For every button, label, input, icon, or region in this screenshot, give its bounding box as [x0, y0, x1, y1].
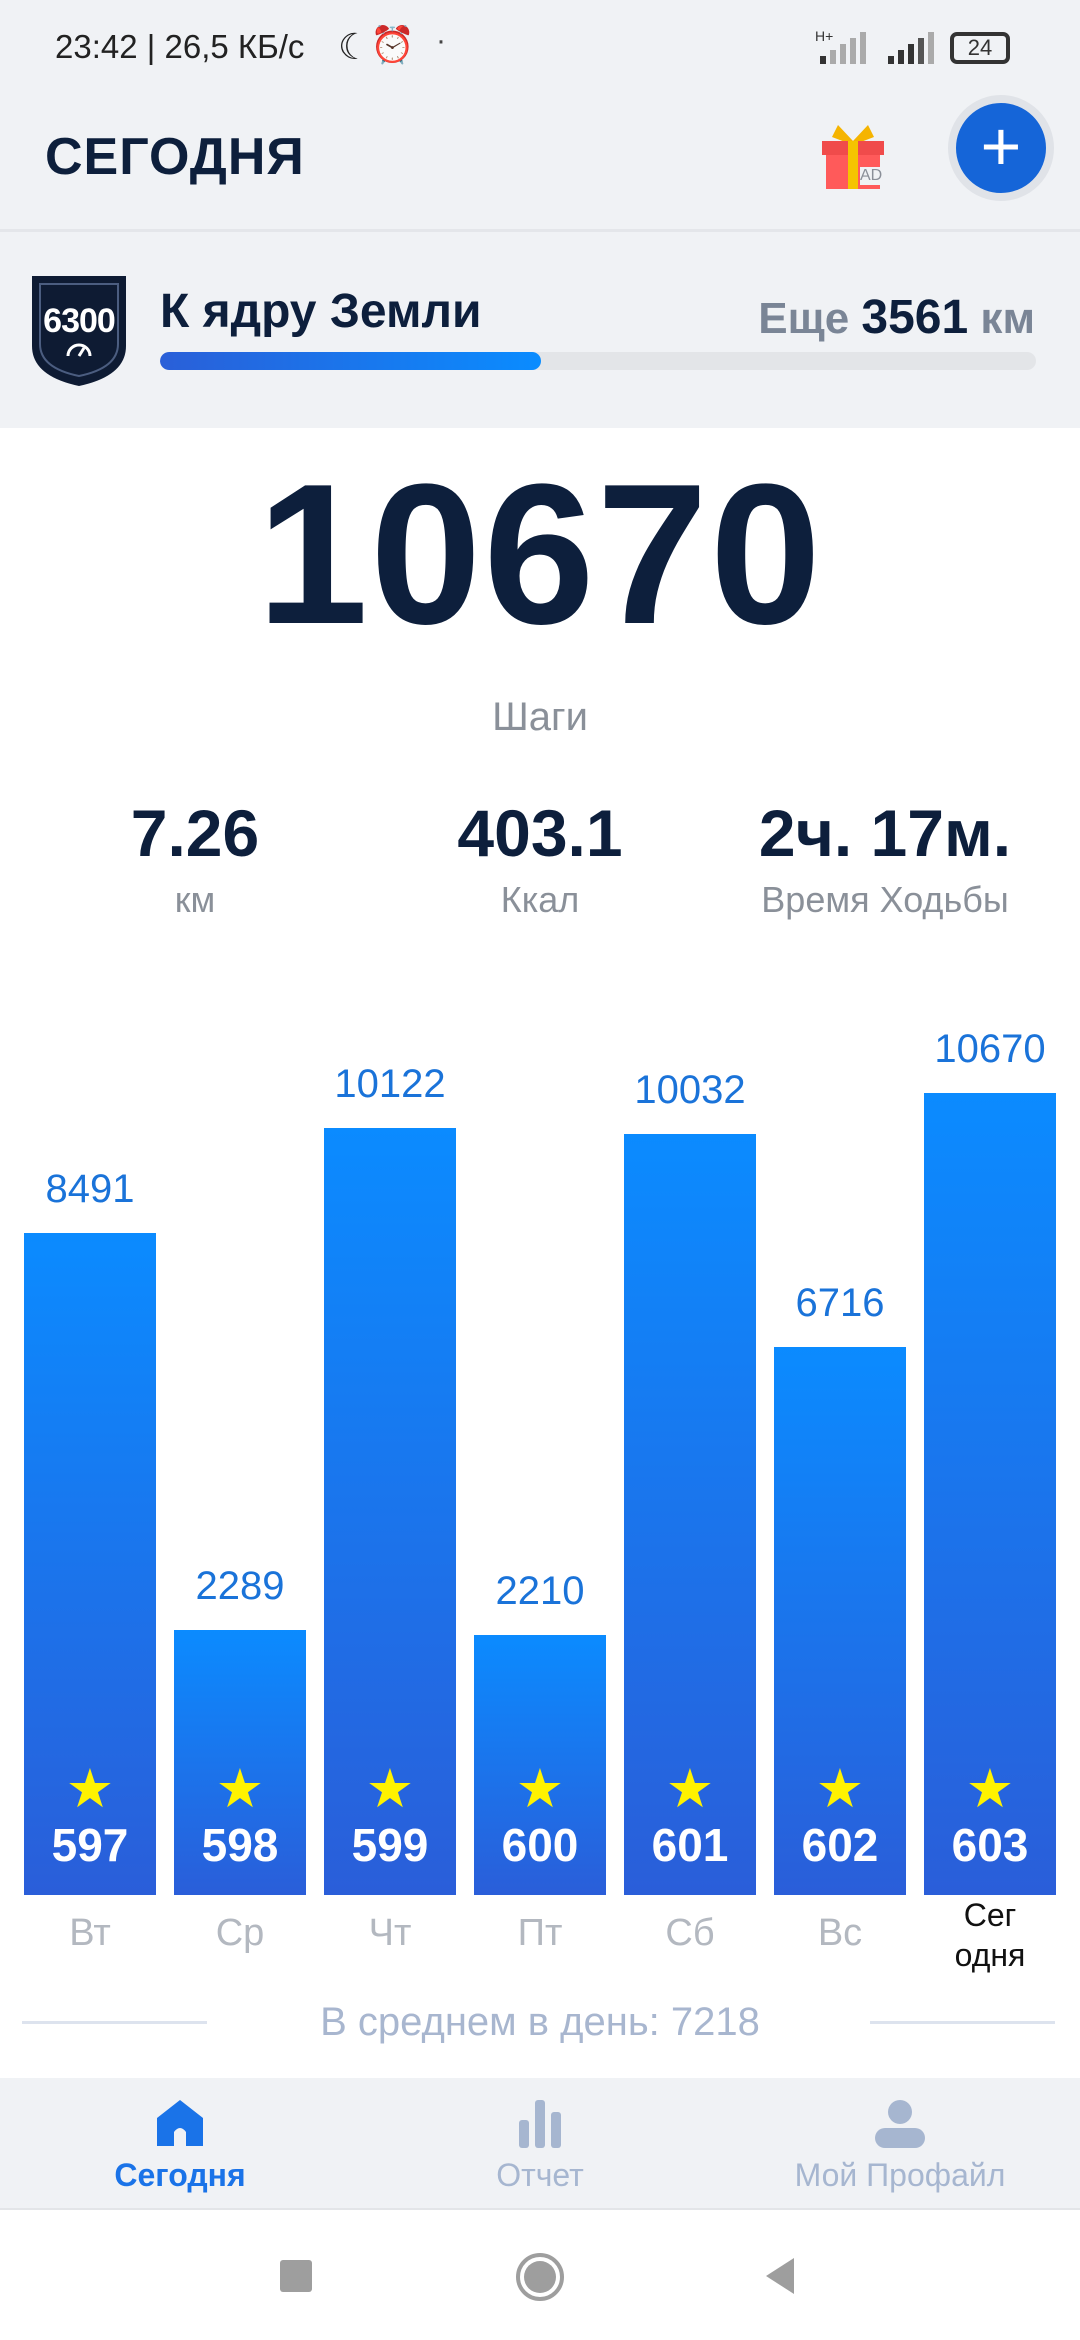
- status-bar: 23:42 | 26,5 КБ/с ☾ ⏰ · H+ 24: [0, 0, 1080, 95]
- stat-value: 7.26: [130, 796, 260, 870]
- stat-label: км: [174, 879, 216, 920]
- chart-bar: [774, 1346, 906, 1895]
- day-label: Вт: [69, 1912, 111, 1954]
- bottom-nav: Сегодня Отчет Мой Профайл: [0, 2078, 1080, 2210]
- star-icon: ★: [515, 1759, 565, 1819]
- chart-bar: [324, 1128, 456, 1895]
- nav-report[interactable]: Отчет: [360, 2078, 720, 2210]
- challenge-progress-bar: [160, 352, 1036, 370]
- remaining-prefix: Еще: [758, 294, 850, 343]
- remaining-unit: км: [980, 294, 1035, 343]
- bar-day-number: 601: [651, 1819, 729, 1871]
- step-count: 10670: [256, 443, 824, 666]
- home-button[interactable]: [516, 2253, 564, 2301]
- recents-button[interactable]: [280, 2260, 312, 2292]
- daily-average: В среднем в день: 7218: [320, 2000, 760, 2044]
- alarm-icon: ⏰: [370, 24, 415, 65]
- system-nav-bar: [0, 2210, 1080, 2340]
- gift-icon: [822, 125, 884, 189]
- app-header: СЕГОДНЯ AD +: [0, 95, 1080, 232]
- star-icon: ★: [815, 1759, 865, 1819]
- star-icon: ★: [965, 1759, 1015, 1819]
- bar-value-label: 10032: [634, 1067, 746, 1112]
- nav-profile[interactable]: Мой Профайл: [720, 2078, 1080, 2210]
- bar-day-number: 603: [951, 1819, 1029, 1871]
- day-label: Пт: [517, 1912, 563, 1954]
- stat-walk-time: 2ч. 17м. Время Ходьбы: [705, 795, 1065, 921]
- page-title: СЕГОДНЯ: [45, 128, 305, 186]
- bar-chart-icon: [519, 2100, 561, 2148]
- remaining-value: 3561: [861, 291, 969, 344]
- bar-value-label: 6716: [795, 1280, 885, 1325]
- chart-bar: [24, 1232, 156, 1895]
- day-label: Сег одня: [954, 1897, 1026, 1973]
- star-icon: ★: [365, 1759, 415, 1819]
- bar-day-number: 598: [201, 1819, 279, 1871]
- nav-label: Отчет: [496, 2157, 584, 2193]
- divider-left: [22, 2021, 207, 2024]
- star-icon: ★: [665, 1759, 715, 1819]
- star-icon: ★: [65, 1759, 115, 1819]
- ad-label: AD: [860, 167, 883, 185]
- bar-day-number: 597: [51, 1819, 129, 1871]
- nav-today[interactable]: Сегодня: [0, 2078, 360, 2210]
- gift-ad-button[interactable]: AD: [818, 117, 888, 192]
- moon-icon: ☾: [338, 26, 371, 67]
- bar-value-label: 10670: [934, 1027, 1046, 1072]
- stat-value: 403.1: [457, 796, 623, 870]
- challenge-remaining: Еще 3561 км: [758, 290, 1035, 345]
- chart-bar: [174, 1630, 306, 1895]
- bar-value-label: 8491: [45, 1166, 135, 1211]
- home-icon: [157, 2100, 203, 2146]
- day-label: Ср: [215, 1912, 265, 1954]
- signal-icon: [820, 32, 934, 64]
- add-button[interactable]: +: [948, 95, 1054, 201]
- bar-day-number: 602: [801, 1819, 879, 1871]
- challenge-title: К ядру Земли: [160, 285, 482, 338]
- chart-bar: [474, 1635, 606, 1895]
- person-icon: [875, 2100, 925, 2148]
- status-time: 23:42 | 26,5 КБ/с: [55, 28, 305, 65]
- bar-value-label: 2210: [495, 1569, 585, 1614]
- progress-fill: [160, 352, 542, 370]
- network-type: H+: [815, 28, 834, 44]
- challenge-badge: 6300: [28, 272, 130, 388]
- challenge-card[interactable]: 6300 К ядру Земли Еще 3561 км: [0, 232, 1080, 428]
- stat-label: Ккал: [500, 879, 580, 920]
- day-label: Чт: [368, 1912, 412, 1954]
- day-label: Сб: [665, 1912, 715, 1954]
- nav-label: Мой Профайл: [794, 2157, 1006, 2193]
- nav-label: Сегодня: [114, 2157, 246, 2193]
- stat-value: 2ч. 17м.: [758, 796, 1012, 870]
- badge-number: 6300: [43, 302, 116, 340]
- bar-value-label: 2289: [195, 1564, 285, 1609]
- bar-value-label: 10122: [334, 1062, 446, 1107]
- bar-day-number: 600: [501, 1819, 579, 1871]
- chart-bar: [624, 1133, 756, 1895]
- stat-calories: 403.1 Ккал: [360, 795, 720, 921]
- day-label: Вс: [817, 1912, 863, 1954]
- steps-label: Шаги: [492, 695, 588, 739]
- chart-bar: [924, 1093, 1056, 1895]
- battery-icon: 24: [950, 32, 1010, 64]
- dot-icon: ·: [436, 24, 446, 57]
- back-button[interactable]: [762, 2256, 798, 2296]
- shield-icon: [32, 276, 126, 386]
- divider-right: [870, 2021, 1055, 2024]
- stat-distance: 7.26 км: [15, 795, 375, 921]
- stat-label: Время Ходьбы: [761, 879, 1009, 920]
- plus-icon: +: [980, 107, 1022, 185]
- star-icon: ★: [215, 1759, 265, 1819]
- bar-day-number: 599: [351, 1819, 429, 1871]
